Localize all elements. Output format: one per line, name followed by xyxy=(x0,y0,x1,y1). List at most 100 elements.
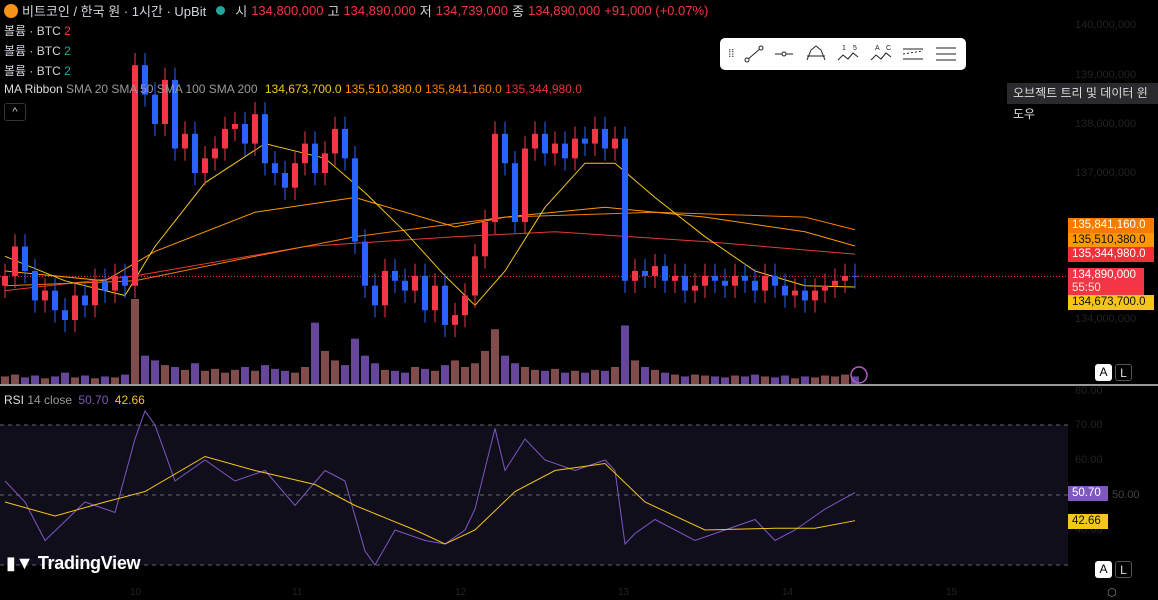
volume-bar xyxy=(371,363,379,384)
volume-legend-2[interactable]: 볼륨 · BTC 2 xyxy=(4,42,71,59)
volume-bar xyxy=(241,367,249,384)
time-axis-label: 12 xyxy=(455,587,467,598)
rsi-axis-label: 60.00 xyxy=(1075,454,1103,466)
candle xyxy=(12,246,18,276)
price-axis-label: 139,000,000 xyxy=(1075,69,1137,81)
log-scale-button[interactable]: L xyxy=(1115,364,1132,381)
auto-scale-button[interactable]: A xyxy=(1095,364,1112,381)
svg-text:A: A xyxy=(875,45,880,52)
candle xyxy=(222,128,228,149)
volume-bar xyxy=(491,329,499,384)
open-label: 시 xyxy=(235,4,248,19)
volume-bar xyxy=(431,370,439,384)
time-axis-label: 13 xyxy=(618,587,630,598)
candle xyxy=(512,163,518,222)
candle xyxy=(92,280,98,306)
rsi-axis-label: 50.00 xyxy=(1112,489,1140,501)
volume-bar xyxy=(131,299,139,384)
price-axis-label: 134,000,000 xyxy=(1075,313,1137,325)
candle xyxy=(232,124,238,129)
settings-icon[interactable]: ⬡ xyxy=(1107,587,1117,599)
candle xyxy=(762,275,768,291)
rsi-auto-scale-button[interactable]: A xyxy=(1095,561,1112,578)
rsi-legend[interactable]: RSI 14 close 50.70 42.66 xyxy=(4,393,145,407)
trend-line-icon[interactable] xyxy=(743,44,765,64)
candle xyxy=(442,285,448,325)
horizontal-ray-icon[interactable] xyxy=(773,44,795,64)
candle xyxy=(72,295,78,320)
candle xyxy=(692,285,698,291)
sma200-value: 135,344,980.0 xyxy=(505,82,582,96)
volume-bar xyxy=(531,369,539,384)
volume-bar xyxy=(691,374,699,384)
rsi-axis-label: 70.00 xyxy=(1075,419,1103,431)
candle xyxy=(302,143,308,164)
sma20-value: 134,673,700.0 xyxy=(264,82,342,96)
rsi-axis-label: 80.00 xyxy=(1075,385,1103,397)
volume-bar xyxy=(671,374,679,384)
svg-text:5: 5 xyxy=(853,45,857,52)
price-axis-label: 140,000,000 xyxy=(1075,19,1137,31)
candle xyxy=(752,280,758,291)
volume-legend-3[interactable]: 볼륨 · BTC 2 xyxy=(4,62,71,79)
candle xyxy=(252,114,258,144)
svg-text:C: C xyxy=(886,45,891,52)
fib-channel-icon[interactable] xyxy=(934,44,958,64)
rsi-log-scale-button[interactable]: L xyxy=(1115,561,1132,578)
volume-bar xyxy=(61,372,69,384)
drag-handle-icon[interactable]: ⁞⁞ xyxy=(728,48,735,60)
candle xyxy=(432,285,438,311)
collapse-legend-button[interactable]: ^ xyxy=(4,103,26,121)
candle xyxy=(202,158,208,173)
candle xyxy=(2,275,8,286)
volume-bar xyxy=(601,370,609,384)
candle xyxy=(322,153,328,173)
tradingview-logo[interactable]: ▮▼ TradingView xyxy=(6,553,141,573)
change-value: +91,000 (+0.07%) xyxy=(604,3,709,18)
volume-legend-1[interactable]: 볼륨 · BTC 2 xyxy=(4,22,71,39)
sma100-value: 135,841,160.0 xyxy=(425,82,502,96)
volume-bar xyxy=(781,375,789,384)
volume-bar xyxy=(101,376,109,384)
symbol-header: 비트코인 / 한국 원 · 1시간 · UpBit 시 134,800,000 고… xyxy=(4,1,708,20)
candle xyxy=(122,275,128,286)
candle xyxy=(482,222,488,257)
candle xyxy=(822,285,828,291)
volume-bar xyxy=(291,372,299,384)
rsi-value-badge: 50.70 xyxy=(1068,486,1108,501)
volume-bar xyxy=(331,360,339,384)
candle xyxy=(132,65,138,286)
volume-bar xyxy=(831,376,839,384)
price-axis-label: 137,000,000 xyxy=(1075,167,1137,179)
candle xyxy=(532,133,538,149)
volume-bar xyxy=(511,363,519,384)
candle xyxy=(552,143,558,154)
object-tree-tooltip: 오브젝트 트리 및 데이터 윈도우 xyxy=(1007,83,1158,121)
candle xyxy=(832,280,838,286)
candle xyxy=(662,266,668,281)
volume-bar xyxy=(421,368,429,384)
volume-bar xyxy=(111,377,119,384)
candle xyxy=(42,290,48,301)
volume-bar xyxy=(611,367,619,384)
candle xyxy=(652,266,658,276)
candle xyxy=(812,290,818,301)
volume-bar xyxy=(571,370,579,384)
volume-bar xyxy=(141,355,149,384)
rsi-params: 14 close xyxy=(27,393,73,407)
time-axis-label: 11 xyxy=(292,587,303,598)
ma-ribbon-legend[interactable]: MA Ribbon SMA 20 SMA 50 SMA 100 SMA 200 … xyxy=(4,82,582,96)
volume-bar xyxy=(221,372,229,384)
pattern-icon[interactable] xyxy=(804,44,828,64)
volume-bar xyxy=(461,367,469,384)
volume-bar xyxy=(681,376,689,384)
candle xyxy=(702,275,708,286)
volume-bar xyxy=(631,360,639,384)
sma100-line xyxy=(4,211,856,287)
candle xyxy=(62,310,68,320)
symbol-title[interactable]: 비트코인 / 한국 원 · 1시간 · UpBit xyxy=(22,4,207,19)
parallel-channel-icon[interactable] xyxy=(901,44,925,64)
